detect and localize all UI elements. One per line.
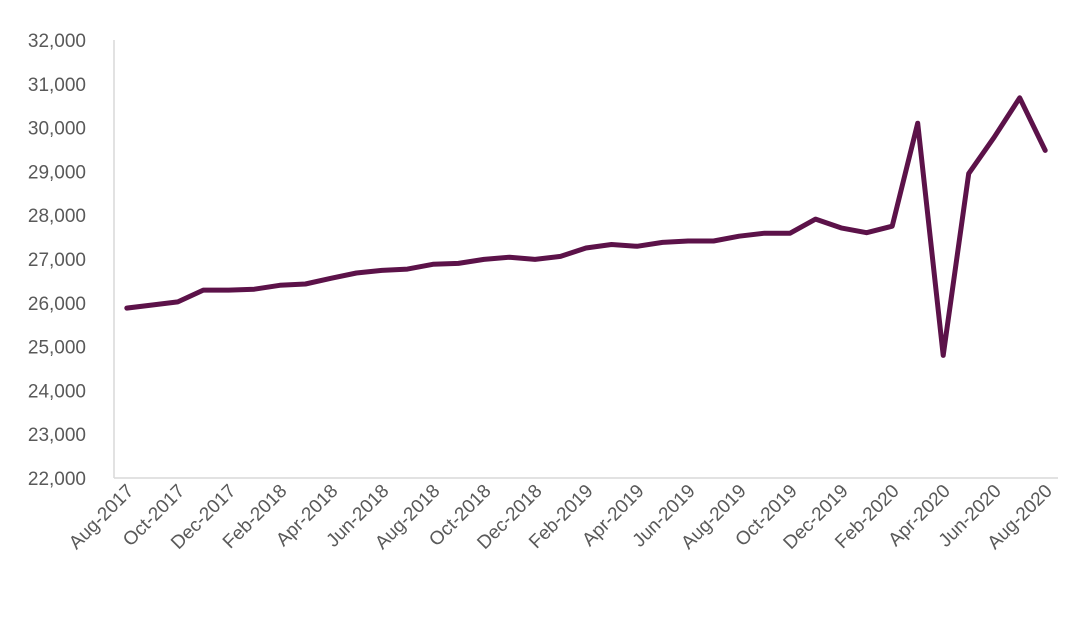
y-axis: 22,000 23,000 24,000 25,000 26,000 27,000 28,0… xyxy=(28,31,115,490)
y-tick-label: 31,000 xyxy=(28,75,86,96)
series-line xyxy=(124,95,1048,358)
y-tick-label: 29,000 xyxy=(28,162,86,183)
plot-area xyxy=(124,95,1048,358)
y-tick-label: 26,000 xyxy=(28,294,86,315)
y-tick-label: 32,000 xyxy=(28,31,86,52)
x-axis: Aug-2017Oct-2017Dec-2017Feb-2018Apr-2018… xyxy=(65,477,1058,554)
y-tick-label: 28,000 xyxy=(28,206,86,227)
y-tick-label: 24,000 xyxy=(28,381,86,402)
y-tick-label: 23,000 xyxy=(28,425,86,446)
y-tick-label: 27,000 xyxy=(28,250,86,271)
y-tick-label: 22,000 xyxy=(28,469,86,490)
y-tick-label: 25,000 xyxy=(28,338,86,359)
y-tick-label: 30,000 xyxy=(28,119,86,140)
